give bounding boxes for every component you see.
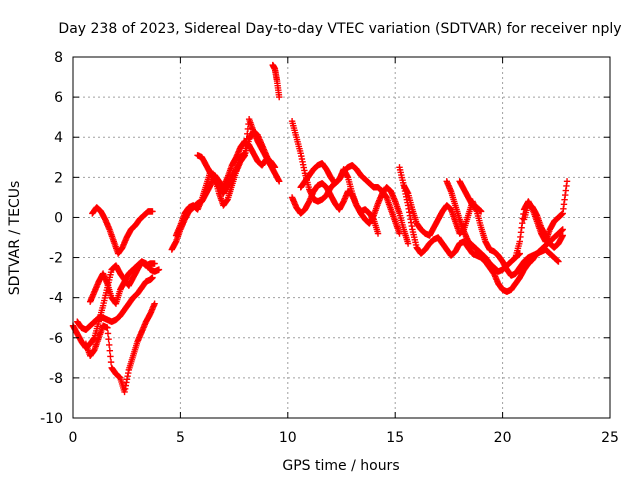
axis-ticks: -10 -8 -6 -4 -2 0 2 4 6 8 0 5 10 15 20 25 [40,50,619,446]
series-trace-2 [74,274,156,333]
y-axis-label: SDTVAR / TECUs [7,181,23,296]
data-point [559,232,566,239]
data-point [276,93,283,101]
y-tick-label: 8 [54,50,63,66]
y-tick-label: -2 [49,251,63,267]
y-tick-label: -6 [49,331,63,347]
data-point [477,208,485,215]
y-tick-label: 2 [54,170,63,186]
data-point [106,341,113,349]
series-trace-9 [269,61,283,101]
data-point [151,260,158,267]
x-tick-label: 25 [601,430,619,446]
data-point [559,226,566,233]
x-axis-label: GPS time / hours [282,458,399,474]
series-trace-5 [89,204,156,257]
grid-lines [73,57,610,418]
y-tick-label: -4 [49,291,63,307]
y-tick-label: -8 [49,371,63,387]
y-tick-label: 4 [54,130,63,146]
plot-frame [72,56,611,419]
x-tick-label: 15 [386,430,404,446]
data-point [267,162,274,169]
chart-title: Day 238 of 2023, Sidereal Day-to-day VTE… [58,21,621,37]
series-trace-18 [520,200,566,251]
data-point [105,336,112,343]
series-trace-4 [86,258,158,307]
data-point [151,300,158,307]
data-points [69,61,571,396]
series-trace-14 [400,182,562,279]
data-point [374,230,382,237]
data-point [149,208,156,215]
data-point [149,274,156,281]
series-trace-16 [456,178,485,215]
data-point [396,230,403,237]
x-tick-label: 0 [69,430,78,446]
y-tick-label: -10 [40,411,63,427]
data-point [107,358,115,366]
data-point [563,178,571,185]
data-point [555,258,562,265]
data-point [106,347,114,354]
y-tick-label: 0 [54,210,63,226]
data-point [104,324,111,331]
data-point [107,353,114,360]
x-tick-label: 5 [176,430,185,446]
x-tick-label: 10 [279,430,297,446]
data-point [104,330,112,337]
data-point [155,266,163,273]
x-tick-label: 20 [494,430,512,446]
y-tick-label: 6 [54,90,63,106]
data-point [404,240,412,247]
series-trace-12 [297,160,382,237]
data-point [276,178,283,185]
series-trace-8 [194,115,274,197]
series-trace-3 [82,300,158,396]
